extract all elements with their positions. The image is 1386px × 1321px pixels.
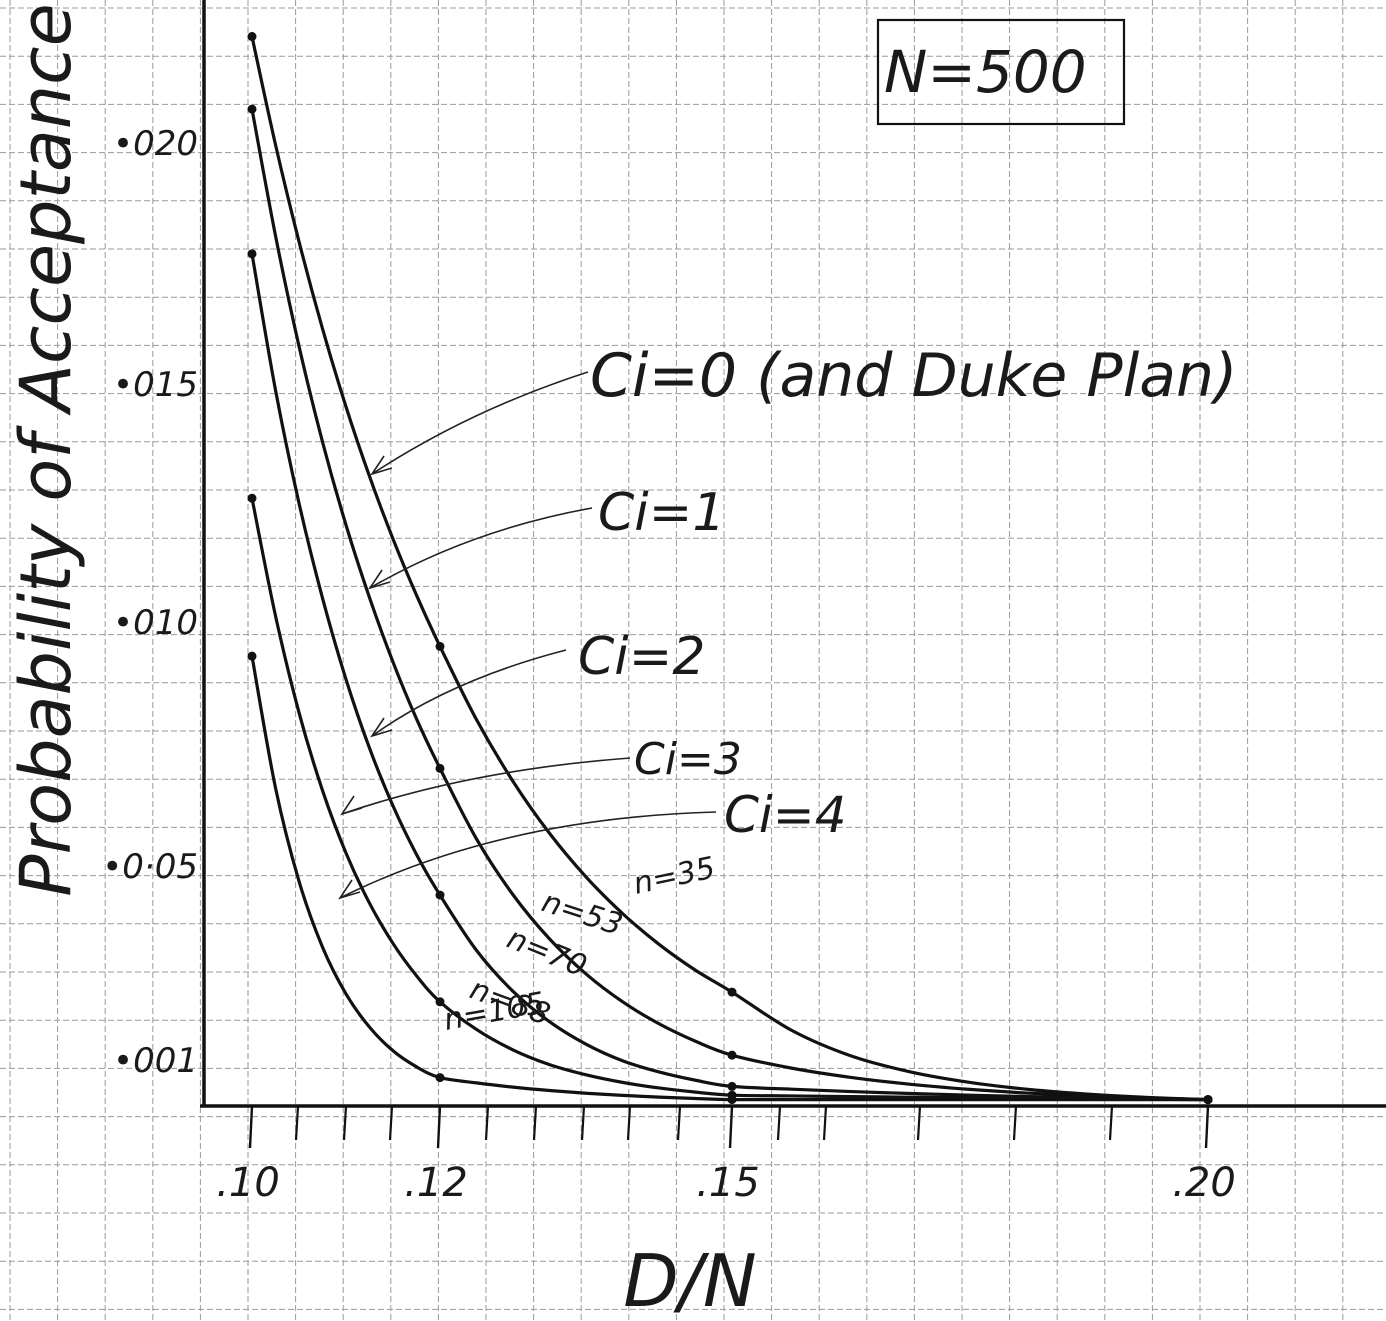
callout-arrow — [339, 811, 717, 899]
data-point — [435, 1073, 445, 1083]
y-tick-label: •0·05 — [102, 847, 198, 887]
y-tick-label: •020 — [113, 124, 198, 164]
series-1: n=53 — [247, 104, 1213, 1105]
data-point — [1203, 1095, 1213, 1105]
series-4: n=105 — [247, 651, 1213, 1105]
callout-arrowhead — [370, 717, 393, 738]
data-point — [435, 641, 445, 651]
series-line — [250, 654, 1210, 1102]
x-tick — [436, 1105, 442, 1149]
data-point — [247, 493, 257, 503]
x-minor-tick — [342, 1105, 348, 1141]
series-group: n=35n=53n=70n=88n=105 — [247, 32, 1213, 1105]
x-minor-tick — [294, 1105, 300, 1141]
x-minor-tick — [1108, 1105, 1114, 1141]
callout-arrowhead — [338, 879, 361, 900]
y-axis-title: Probability of Acceptance — [5, 3, 87, 896]
annotation-box-text: N=500 — [884, 38, 1087, 106]
x-tick — [248, 1105, 254, 1149]
x-tick-label: .15 — [696, 1160, 760, 1206]
x-minor-tick — [626, 1105, 632, 1141]
series-curve-label: n=53 — [538, 884, 627, 943]
y-tick-group: •001 •0·05 •010 •015 •020 — [102, 124, 198, 1081]
series-curve-label: n=35 — [630, 850, 718, 901]
y-tick-label: •001 — [113, 1041, 198, 1081]
callout-label: Ci=4 — [724, 786, 847, 844]
x-tick-label: .12 — [404, 1160, 468, 1206]
series-curve-label: n=105 — [441, 986, 547, 1038]
data-point — [247, 651, 257, 661]
callout-2: Ci=2 — [370, 627, 705, 738]
y-tick-label: •010 — [113, 603, 198, 643]
data-point — [435, 997, 445, 1007]
callout-0: Ci=0 (and Duke Plan) — [370, 341, 1237, 476]
data-point — [435, 763, 445, 773]
callout-arrowhead — [370, 455, 393, 476]
x-tick-label: .20 — [1172, 1160, 1236, 1206]
y-tick-label: •015 — [113, 365, 198, 405]
callout-label: Ci=2 — [578, 627, 705, 687]
x-minor-tick — [776, 1105, 782, 1141]
callout-arrow — [369, 507, 593, 589]
x-tick — [728, 1105, 734, 1149]
data-point — [727, 1050, 737, 1060]
callout-arrow — [341, 757, 631, 815]
x-tick — [1204, 1105, 1210, 1149]
series-0: n=35 — [247, 32, 1213, 1105]
x-tick-label: .10 — [216, 1160, 280, 1206]
series-line — [250, 496, 1210, 1102]
data-point — [247, 104, 257, 114]
x-minor-tick — [388, 1105, 394, 1141]
data-point — [727, 1095, 737, 1105]
x-axis-title: D/N — [623, 1239, 757, 1321]
x-minor-tick — [822, 1105, 828, 1141]
data-point — [435, 890, 445, 900]
callout-arrow — [371, 371, 589, 475]
data-point — [247, 32, 257, 42]
x-minor-tick — [1012, 1105, 1018, 1141]
data-point — [727, 987, 737, 997]
annotation-box — [876, 18, 1126, 126]
callout-label: Ci=1 — [598, 483, 725, 543]
x-tick-group: .10 .12 .15 .20 — [216, 1105, 1236, 1206]
data-point — [247, 249, 257, 259]
callout-group: Ci=0 (and Duke Plan) Ci=1 Ci=2 Ci=3Ci=4 — [338, 341, 1237, 900]
x-minor-tick — [580, 1105, 586, 1141]
data-point — [727, 1081, 737, 1091]
series-line — [250, 107, 1210, 1102]
callout-3: Ci=3 — [340, 734, 742, 816]
series-line — [250, 252, 1210, 1102]
callout-label: Ci=0 (and Duke Plan) — [590, 341, 1237, 411]
callout-1: Ci=1 — [368, 483, 725, 590]
x-minor-tick — [484, 1105, 490, 1141]
callout-arrow — [371, 649, 567, 737]
callout-4: Ci=4 — [338, 786, 847, 900]
callout-arrowhead — [368, 569, 391, 590]
x-minor-tick — [916, 1105, 922, 1141]
callout-arrowhead — [340, 795, 363, 816]
callout-label: Ci=3 — [634, 734, 742, 785]
series-line — [250, 34, 1210, 1102]
x-minor-tick — [532, 1105, 538, 1141]
x-minor-tick — [676, 1105, 682, 1141]
